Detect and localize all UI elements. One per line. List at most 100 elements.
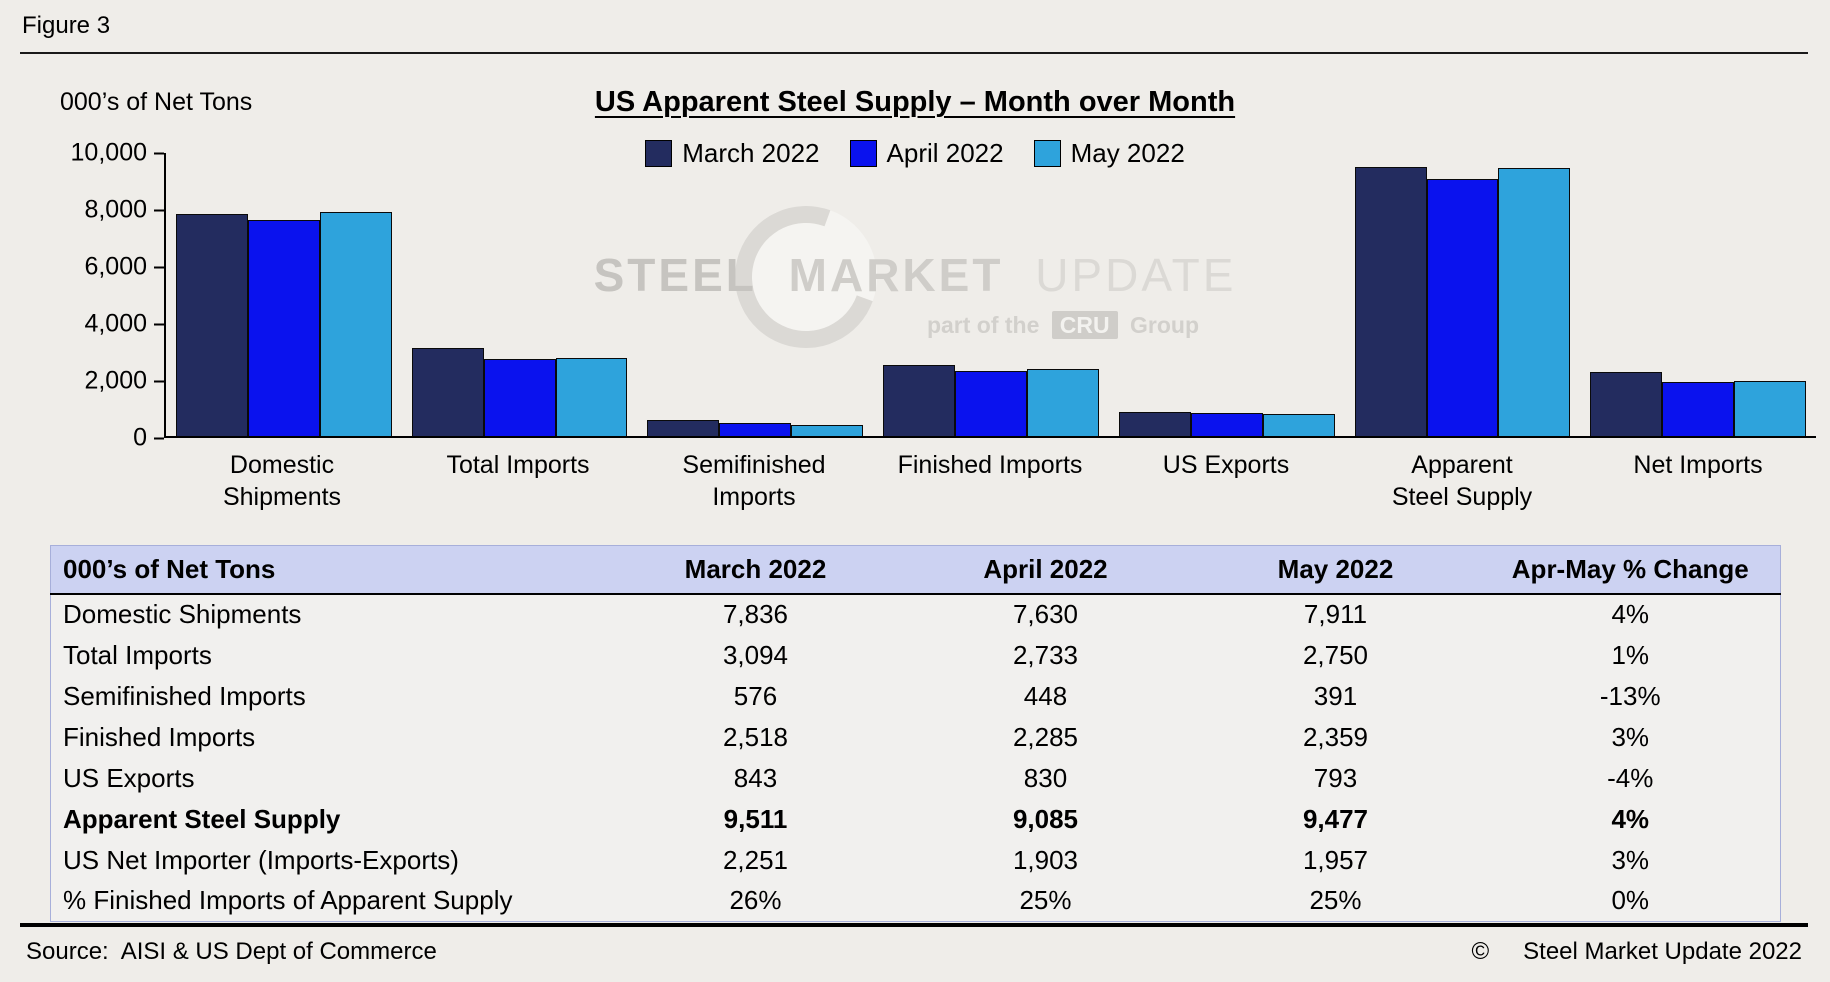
table-row: Domestic Shipments 7,836 7,630 7,911 4% — [50, 593, 1781, 635]
legend-item: March 2022 — [645, 138, 820, 169]
bar-group — [1109, 153, 1345, 436]
bar — [719, 423, 792, 436]
table-header-cell: Apr-May % Change — [1480, 545, 1781, 595]
y-tick: 0 — [133, 424, 164, 453]
table-cell: 3,094 — [610, 634, 901, 676]
legend-label: March 2022 — [682, 138, 820, 168]
figure-label: Figure 3 — [22, 12, 111, 39]
y-tick-label: 6,000 — [84, 252, 147, 281]
table-header-row: 000’s of Net Tons March 2022 April 2022 May… — [50, 545, 1781, 595]
y-tick-label: 10,000 — [70, 138, 147, 167]
table-cell: 2,733 — [900, 634, 1191, 676]
y-tick: 6,000 — [84, 253, 164, 282]
bar — [883, 364, 956, 436]
top-divider — [20, 52, 1808, 54]
y-tick-mark — [154, 209, 164, 211]
y-tick-mark — [154, 266, 164, 268]
table-cell: 9,477 — [1190, 798, 1481, 840]
x-axis-category-label-line: Net Imports — [1633, 451, 1763, 479]
table-cell: -4% — [1480, 757, 1781, 799]
table-cell: 2,251 — [610, 839, 901, 881]
bar — [955, 371, 1027, 436]
legend-swatch-icon — [645, 140, 673, 167]
x-axis-category-label-line: Apparent — [1411, 451, 1513, 479]
table-cell: 2,518 — [610, 716, 901, 758]
table-cell: 576 — [610, 675, 901, 717]
x-axis-category-label-line: Domestic — [229, 451, 335, 479]
table-cell: 7,630 — [900, 593, 1191, 635]
y-tick: 10,000 — [71, 139, 164, 168]
bar — [319, 212, 392, 436]
table-cell: 1,957 — [1190, 839, 1481, 881]
x-axis-category-label: Total Imports — [400, 449, 636, 513]
y-axis: 0 2,000 4,000 6,000 8,000 10,000 — [0, 139, 164, 452]
data-table: 000’s of Net Tons March 2022 April 2022 May… — [50, 545, 1781, 922]
table-row-label: US Exports — [50, 757, 611, 799]
legend-swatch-icon — [849, 140, 877, 167]
x-axis-category-label-line: Steel Supply — [1391, 483, 1533, 511]
legend-item: April 2022 — [849, 138, 1004, 169]
x-axis-category-label: Net Imports — [1580, 449, 1816, 513]
bar-chart — [164, 153, 1816, 438]
bar-group — [402, 153, 638, 436]
table-cell: 7,836 — [610, 593, 901, 635]
table-cell: 26% — [610, 880, 901, 922]
table-cell: 9,511 — [610, 798, 901, 840]
bottom-divider — [20, 923, 1808, 927]
bar — [1426, 178, 1499, 436]
x-axis-category-label: Apparent Steel Supply — [1344, 449, 1580, 513]
x-axis-category-label-line: Semifinished — [682, 451, 826, 479]
table-cell: 7,911 — [1190, 593, 1481, 635]
table-cell: 2,285 — [900, 716, 1191, 758]
bar — [1026, 369, 1099, 436]
plot-area — [166, 153, 1816, 436]
chart-title: US Apparent Steel Supply – Month over Mo… — [594, 86, 1236, 118]
x-axis-category-label-line: Total Imports — [446, 451, 590, 479]
legend-item: May 2022 — [1033, 138, 1185, 169]
table-header-cell: 000’s of Net Tons — [50, 545, 611, 595]
bar — [483, 358, 556, 436]
bar — [247, 220, 320, 436]
bar — [1262, 413, 1335, 436]
table-cell: 843 — [610, 757, 901, 799]
table-row-label: Apparent Steel Supply — [50, 798, 611, 840]
table-header-cell: May 2022 — [1190, 545, 1481, 595]
table-cell: 0% — [1480, 880, 1781, 922]
y-tick-label: 8,000 — [84, 195, 147, 224]
bar-group — [166, 153, 402, 436]
table-header: 000’s of Net Tons March 2022 April 2022 May… — [50, 545, 1781, 595]
x-axis-category-label-line: Finished Imports — [897, 451, 1083, 479]
table-cell: 2,750 — [1190, 634, 1481, 676]
bar — [1190, 412, 1263, 436]
legend: March 2022 April 2022 May 2022 — [0, 138, 1830, 169]
y-tick-mark — [154, 437, 164, 439]
x-axis-category-label: Finished Imports — [872, 449, 1108, 513]
legend-label: May 2022 — [1070, 138, 1185, 168]
bar — [647, 419, 720, 436]
table-row: Apparent Steel Supply 9,511 9,085 9,477 4% — [50, 798, 1781, 840]
table-row: Total Imports 3,094 2,733 2,750 1% — [50, 634, 1781, 676]
table-row: % Finished Imports of Apparent Supply 26%… — [50, 880, 1781, 922]
table-cell: 2,359 — [1190, 716, 1481, 758]
table-row-label: % Finished Imports of Apparent Supply — [50, 880, 611, 922]
table-cell: 448 — [900, 675, 1191, 717]
table-row-label: US Net Importer (Imports-Exports) — [50, 839, 611, 881]
bar-group — [637, 153, 873, 436]
table-row: US Net Importer (Imports-Exports) 2,251 1,… — [50, 839, 1781, 881]
table-row-label: Finished Imports — [50, 716, 611, 758]
table-cell: 830 — [900, 757, 1191, 799]
copyright-text: Steel Market Update 2022 — [1523, 938, 1802, 965]
table-cell: 3% — [1480, 839, 1781, 881]
y-tick-label: 0 — [133, 423, 147, 452]
table-row: Finished Imports 2,518 2,285 2,359 3% — [50, 716, 1781, 758]
table-cell: 1,903 — [900, 839, 1191, 881]
y-tick-mark — [154, 323, 164, 325]
table-body: Domestic Shipments 7,836 7,630 7,911 4% Total… — [50, 593, 1781, 922]
bar-group — [1345, 153, 1581, 436]
bar — [411, 348, 484, 436]
legend-swatch-icon — [1033, 140, 1061, 167]
table-row-label: Domestic Shipments — [50, 593, 611, 635]
table-cell: 4% — [1480, 798, 1781, 840]
y-tick: 8,000 — [84, 196, 164, 225]
